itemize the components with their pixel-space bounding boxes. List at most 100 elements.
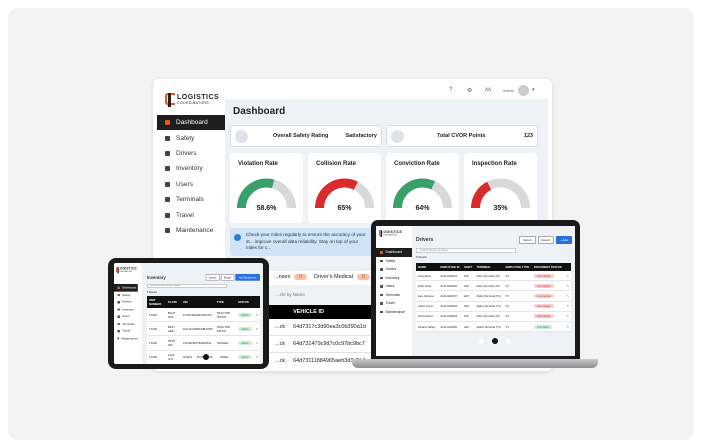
toolbar: Import Export Add Equipment (205, 274, 260, 281)
table-row[interactable]: T1003 BK47 AER 1FUJGLDR8CSBL5782 TRACTOR TR… (147, 321, 260, 337)
sidebar-nav: Dashboard Safety Drivers Inventory Users Term… (114, 284, 138, 342)
globe-icon (165, 212, 170, 218)
page-title: Drivers (416, 237, 434, 243)
inventory-search-input[interactable]: Search by unit number or plate (147, 284, 227, 288)
sidebar-item-drivers[interactable]: Drivers (114, 298, 138, 305)
table-row[interactable]: ...ck 64d73111884965aeb3d3d3b0 (230, 353, 542, 368)
sidebar-item-label: Travel (385, 301, 395, 306)
gauge-chart (393, 178, 452, 209)
tablet-screen: LOGISTICS COORDINATORS Dashboard Safety Dri… (114, 263, 263, 364)
sidebar-item-travel[interactable]: Travel (376, 299, 412, 308)
status-cell: Active (236, 335, 254, 351)
edit-icon[interactable]: ✎ (253, 321, 260, 337)
truck-icon (165, 166, 170, 172)
sidebar-item-inventory[interactable]: Inventory (114, 306, 138, 313)
sidebar-item-users[interactable]: Users (157, 177, 225, 192)
edit-icon[interactable]: ✎ (564, 311, 571, 322)
vehicle-search-input[interactable]: ...cle by Name (276, 292, 305, 297)
table-cell: Dara Terminal (T2) (474, 271, 504, 282)
import-button[interactable]: Import (205, 274, 220, 281)
table-row[interactable]: Dedi Jinley ALFLG00002 HW Dara Terminal (T2… (416, 280, 571, 292)
sidebar-item-safety[interactable]: Safety (157, 130, 225, 145)
help-icon[interactable]: ? (449, 87, 453, 93)
import-button[interactable]: Import (519, 236, 536, 244)
gauge-card: Violation Rate 58.6% (230, 153, 303, 223)
sidebar-item-label: Maintenance (121, 336, 138, 340)
sidebar-item-safety[interactable]: Safety (114, 291, 138, 298)
sidebar-item-drivers[interactable]: Drivers (376, 265, 412, 274)
gauge-value: 65% (337, 205, 352, 212)
sidebar-item-users[interactable]: Users (114, 313, 138, 320)
edit-icon[interactable]: ✎ (253, 335, 260, 351)
sidebar-item-dashboard[interactable]: Dashboard (157, 115, 225, 131)
current-page-dot[interactable] (203, 354, 209, 360)
add-driver-button[interactable]: + Add (556, 236, 572, 244)
table-cell: ALFLG00007 (438, 290, 463, 302)
sidebar-item-maintenance[interactable]: Maintenance (376, 308, 412, 317)
table-row[interactable]: Nicole Mont ALFLG00004 FW Dara Terminal (T2… (416, 311, 571, 322)
driver-search-input[interactable]: Search Drivers by Name (416, 248, 516, 253)
status-badge: Complete (533, 324, 552, 329)
sidebar-item-maintenance[interactable]: Maintenance (157, 223, 225, 238)
sidebar-item-label: Travel (122, 329, 130, 333)
table-cell: ALFLG00004 (438, 311, 463, 322)
summary-value: 123 (523, 133, 533, 139)
sidebar-item-terminals[interactable]: Terminals (157, 192, 225, 207)
table-cell: Nicole Mont (416, 311, 439, 322)
edit-icon[interactable]: ✎ (564, 321, 571, 333)
export-button[interactable]: Export (220, 274, 235, 281)
table-row[interactable]: T1004 KP78 ZXL 1XKAD49X7BJ283641 TRAILER Act… (147, 335, 260, 351)
gauge-value: 35% (493, 205, 508, 212)
table-row[interactable]: T1002 BG75 DGK 4V4NC9EH5FN182371 TRACTOR TR… (147, 308, 260, 323)
sidebar-item-travel[interactable]: Travel (157, 207, 225, 222)
add-equipment-button[interactable]: Add Equipment (235, 274, 260, 281)
gauge-value: 64% (415, 205, 430, 212)
settings-icon[interactable]: ⚙ (467, 88, 473, 94)
sidebar-item-maintenance[interactable]: Maintenance (114, 335, 138, 342)
chevron-down-icon[interactable]: ▾ (532, 87, 535, 93)
edit-icon[interactable]: ✎ (564, 290, 571, 302)
gauge-fill (471, 181, 492, 209)
status-cell: Active (236, 350, 254, 364)
table-row[interactable]: Zimara Jeffery ALFLG00005 HW Alpha Terminal… (416, 321, 571, 333)
next-page-button[interactable] (506, 338, 511, 344)
status-badge: Active (238, 326, 252, 331)
prev-page-button[interactable] (192, 354, 197, 360)
table-cell: ...ck (275, 341, 286, 347)
next-page-button[interactable] (215, 354, 220, 360)
sidebar-item-dashboard[interactable]: Dashboard (376, 248, 412, 257)
table-row[interactable]: Justin Hurst ALFLG00003 HW Alpha Terminal (… (416, 301, 571, 312)
activity-icon[interactable]: ᴧᴧ (485, 87, 491, 93)
table-cell: Alpha Terminal (T1) (474, 321, 504, 333)
status-cell: Incomplete (531, 301, 565, 312)
table-row[interactable]: T1005 LZ20 NVT 3HSDJAPR5CN627190 TRAILER Act… (147, 350, 260, 364)
sidebar-item-travel[interactable]: Travel (114, 327, 138, 334)
current-page-dot[interactable] (492, 338, 498, 344)
table-row[interactable]: Eva Johnson ALFLG00007 HW Alpha Terminal (T… (416, 290, 571, 302)
sidebar-item-drivers[interactable]: Drivers (157, 146, 225, 161)
prev-page-button[interactable] (479, 338, 484, 344)
table-row[interactable]: Anna Bout ALFLG00001 FW Dara Terminal (T2) F… (416, 271, 571, 282)
sidebar-item-terminals[interactable]: Terminals (376, 291, 412, 300)
logo-mark-icon (165, 93, 175, 107)
sidebar-item-terminals[interactable]: Terminals (114, 320, 138, 327)
sidebar-item-inventory[interactable]: Inventory (376, 274, 412, 283)
gauge-chart (471, 178, 530, 209)
edit-icon[interactable]: ✎ (564, 271, 571, 282)
sidebar-item-dashboard[interactable]: Dashboard (114, 284, 138, 292)
status-cell: Incomplete (531, 311, 565, 322)
sidebar-item-safety[interactable]: Safety (376, 257, 412, 266)
export-button[interactable]: Export (537, 236, 555, 244)
sidebar-item-label: Dashboard (122, 285, 137, 290)
status-cell: Incomplete (531, 280, 565, 292)
edit-icon[interactable]: ✎ (253, 308, 260, 323)
sidebar-item-users[interactable]: Users (376, 282, 412, 291)
users-icon (117, 315, 120, 318)
sidebar-item-inventory[interactable]: Inventory (157, 161, 225, 176)
table-cell: BG75 DGK (166, 308, 181, 323)
edit-icon[interactable]: ✎ (564, 301, 571, 312)
edit-icon[interactable]: ✎ (564, 280, 571, 292)
avatar-icon[interactable] (518, 85, 529, 96)
status-badge: Active (238, 340, 252, 345)
edit-icon[interactable]: ✎ (253, 350, 260, 364)
